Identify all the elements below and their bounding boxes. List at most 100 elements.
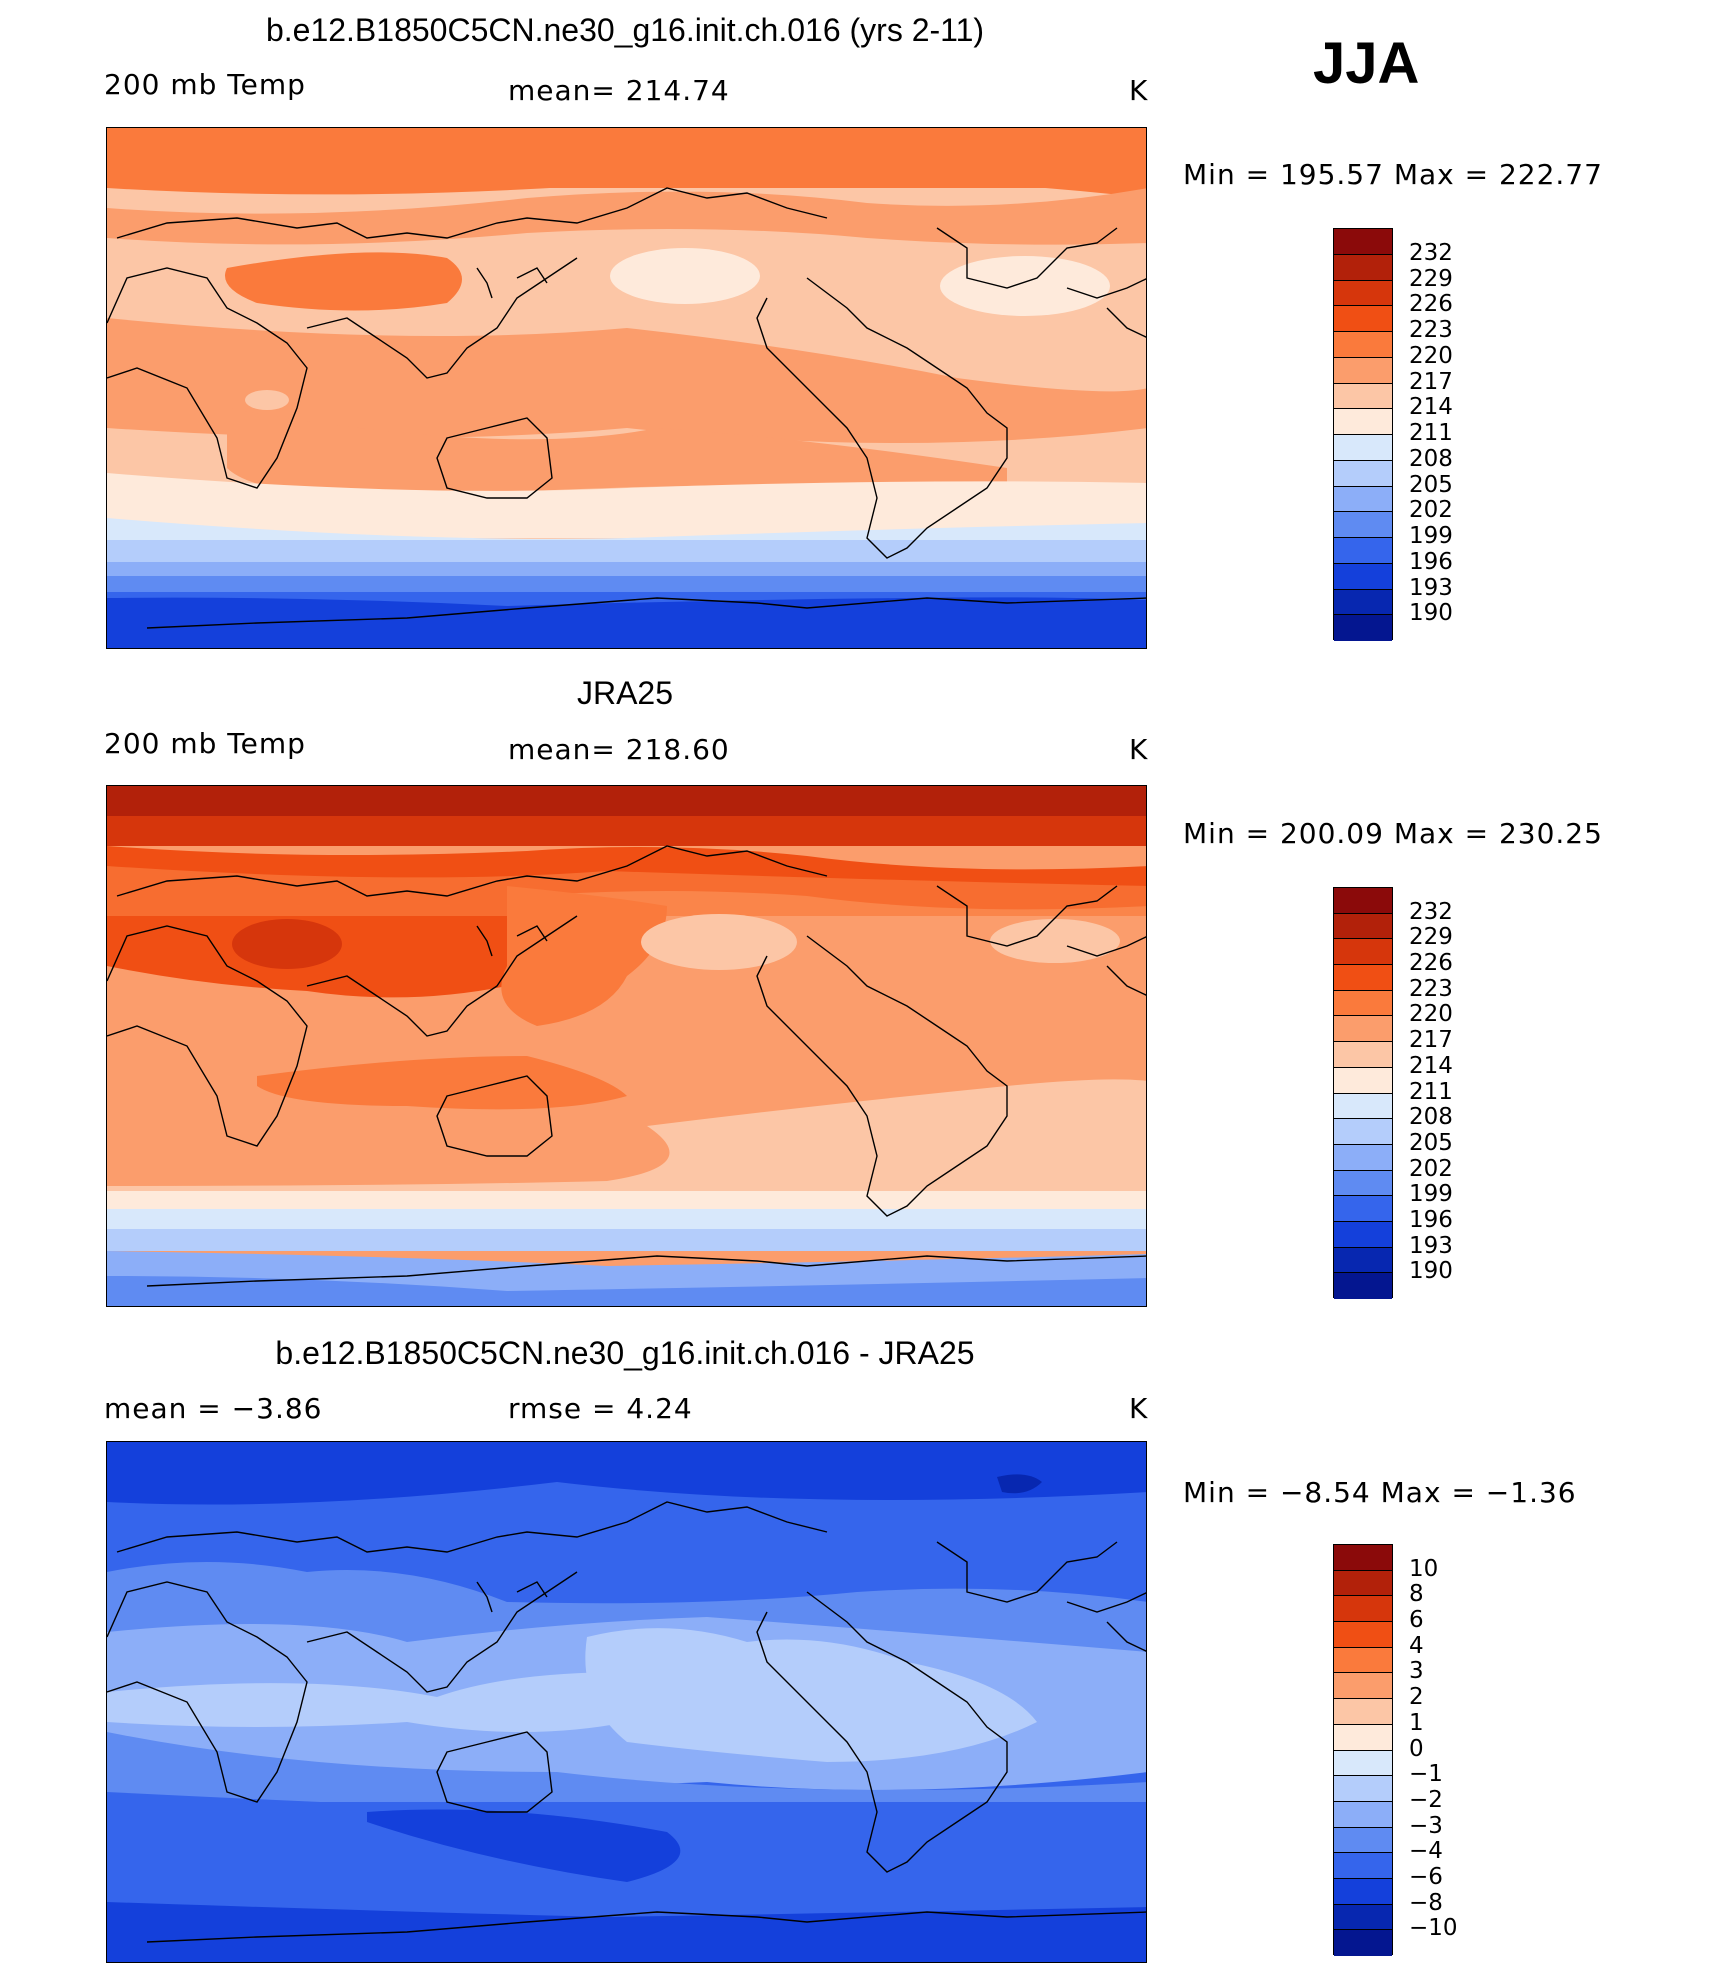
- panel-3-minmax-label: Min = −8.54 Max = −1.36: [1183, 1476, 1577, 1509]
- colorbar-tick-label: 190: [1409, 1258, 1453, 1285]
- colorbar-swatch: [1334, 538, 1392, 564]
- colorbar-tick-label: −8: [1409, 1889, 1443, 1916]
- colorbar-swatch: [1334, 1545, 1392, 1571]
- colorbar-tick-label: 217: [1409, 368, 1453, 395]
- colorbar-swatch: [1334, 1827, 1392, 1854]
- colorbar-swatch: [1334, 229, 1392, 255]
- colorbar-tick-label: 229: [1409, 924, 1453, 951]
- colorbar-swatch: [1334, 1801, 1392, 1828]
- colorbar-tick-label: −3: [1409, 1812, 1443, 1839]
- panel-2-contour-field: [107, 786, 1146, 1306]
- colorbar-swatch: [1334, 435, 1392, 461]
- colorbar-tick-label: 211: [1409, 1078, 1453, 1105]
- panel-2-colorbar: [1333, 887, 1393, 1299]
- colorbar-tick-label: −1: [1409, 1761, 1443, 1788]
- colorbar-tick-label: 208: [1409, 1104, 1453, 1131]
- panel-3-colorbar: [1333, 1544, 1393, 1956]
- colorbar-swatch: [1334, 1016, 1392, 1043]
- colorbar-tick-label: 190: [1409, 600, 1453, 627]
- colorbar-swatch: [1334, 1170, 1392, 1197]
- colorbar-swatch: [1334, 615, 1392, 641]
- colorbar-tick-label: 205: [1409, 471, 1453, 498]
- colorbar-swatch: [1334, 1596, 1392, 1623]
- colorbar-swatch: [1334, 1221, 1392, 1248]
- colorbar-swatch: [1334, 332, 1392, 358]
- colorbar-swatch: [1334, 1119, 1392, 1145]
- colorbar-tick-label: 199: [1409, 1181, 1453, 1208]
- colorbar-swatch: [1334, 1750, 1392, 1777]
- colorbar-swatch: [1334, 1042, 1392, 1068]
- panel-1-title: b.e12.B1850C5CN.ne30_g16.init.ch.016 (yr…: [265, 12, 985, 48]
- colorbar-tick-label: 226: [1409, 291, 1453, 318]
- colorbar-tick-label: 193: [1409, 1232, 1453, 1259]
- colorbar-swatch: [1334, 1904, 1392, 1931]
- colorbar-tick-label: 2: [1409, 1684, 1424, 1711]
- colorbar-swatch: [1334, 306, 1392, 332]
- colorbar-swatch: [1334, 1273, 1392, 1299]
- colorbar-swatch: [1334, 939, 1392, 966]
- colorbar-tick-label: 1: [1409, 1709, 1424, 1736]
- colorbar-tick-label: 196: [1409, 548, 1453, 575]
- colorbar-tick-label: 214: [1409, 394, 1453, 421]
- colorbar-swatch: [1334, 1930, 1392, 1956]
- colorbar-tick-label: 223: [1409, 975, 1453, 1002]
- colorbar-tick-label: 196: [1409, 1206, 1453, 1233]
- panel-1-mean-label: mean= 214.74: [508, 74, 730, 107]
- panel-2-variable-label: 200 mb Temp: [104, 727, 306, 760]
- panel-1-minmax-label: Min = 195.57 Max = 222.77: [1183, 158, 1603, 191]
- colorbar-swatch: [1334, 1647, 1392, 1674]
- colorbar-tick-label: 6: [1409, 1607, 1424, 1634]
- colorbar-tick-label: −4: [1409, 1838, 1443, 1865]
- colorbar-swatch: [1334, 409, 1392, 435]
- colorbar-tick-label: −6: [1409, 1863, 1443, 1890]
- panel-2-minmax-label: Min = 200.09 Max = 230.25: [1183, 817, 1603, 850]
- colorbar-tick-label: 229: [1409, 265, 1453, 292]
- colorbar-swatch: [1334, 280, 1392, 307]
- colorbar-swatch: [1334, 357, 1392, 384]
- panel-3-units-label: K: [1129, 1392, 1149, 1425]
- colorbar-swatch: [1334, 512, 1392, 538]
- colorbar-swatch: [1334, 990, 1392, 1017]
- colorbar-swatch: [1334, 383, 1392, 410]
- panel-3-title: b.e12.B1850C5CN.ne30_g16.init.ch.016 - J…: [275, 1335, 975, 1371]
- colorbar-tick-label: −10: [1409, 1915, 1458, 1942]
- colorbar-tick-label: 4: [1409, 1632, 1424, 1659]
- colorbar-tick-label: −2: [1409, 1786, 1443, 1813]
- colorbar-tick-label: 232: [1409, 898, 1453, 925]
- colorbar-tick-label: 193: [1409, 574, 1453, 601]
- colorbar-swatch: [1334, 1247, 1392, 1274]
- colorbar-tick-label: 8: [1409, 1581, 1424, 1608]
- colorbar-tick-label: 10: [1409, 1555, 1439, 1582]
- panel-3-mean-label: mean = −3.86: [104, 1392, 323, 1425]
- colorbar-swatch: [1334, 1853, 1392, 1879]
- colorbar-swatch: [1334, 1699, 1392, 1725]
- panel-2-title: JRA25: [576, 675, 674, 711]
- colorbar-swatch: [1334, 1622, 1392, 1648]
- colorbar-swatch: [1334, 254, 1392, 281]
- colorbar-tick-label: 0: [1409, 1735, 1424, 1762]
- colorbar-swatch: [1334, 563, 1392, 590]
- season-label: JJA: [1313, 31, 1420, 96]
- colorbar-swatch: [1334, 1673, 1392, 1700]
- colorbar-tick-label: 226: [1409, 950, 1453, 977]
- panel-2-mean-label: mean= 218.60: [508, 733, 730, 766]
- colorbar-tick-label: 220: [1409, 1001, 1453, 1028]
- colorbar-tick-label: 220: [1409, 342, 1453, 369]
- colorbar-swatch: [1334, 1570, 1392, 1597]
- colorbar-swatch: [1334, 1067, 1392, 1094]
- panel-1-map: [106, 127, 1147, 649]
- colorbar-swatch: [1334, 1724, 1392, 1751]
- colorbar-swatch: [1334, 589, 1392, 616]
- colorbar-tick-label: 232: [1409, 239, 1453, 266]
- colorbar-tick-label: 217: [1409, 1027, 1453, 1054]
- colorbar-swatch: [1334, 460, 1392, 487]
- colorbar-swatch: [1334, 486, 1392, 513]
- colorbar-tick-label: 202: [1409, 1155, 1453, 1182]
- colorbar-tick-label: 205: [1409, 1129, 1453, 1156]
- colorbar-swatch: [1334, 1878, 1392, 1905]
- colorbar-swatch: [1334, 1093, 1392, 1120]
- colorbar-tick-label: 208: [1409, 445, 1453, 472]
- colorbar-tick-label: 211: [1409, 420, 1453, 446]
- panel-1-variable-label: 200 mb Temp: [104, 68, 306, 101]
- panel-1-contour-field: [107, 128, 1146, 648]
